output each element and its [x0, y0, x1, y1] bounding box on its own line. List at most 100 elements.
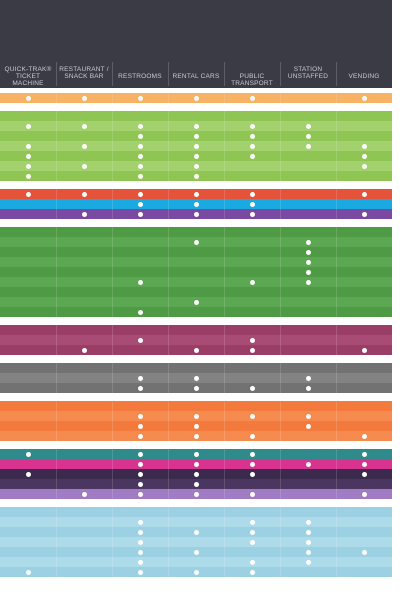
column-divider [224, 507, 225, 577]
amenity-dot [137, 569, 143, 575]
amenity-dot [193, 123, 199, 129]
amenity-dot [305, 461, 311, 467]
amenity-dot [249, 519, 255, 525]
amenity-dot [249, 133, 255, 139]
column-divider [280, 325, 281, 355]
amenity-dot [193, 375, 199, 381]
column-divider [224, 469, 225, 489]
column-divider [168, 93, 169, 103]
amenity-dot [193, 491, 199, 497]
column-divider [56, 469, 57, 489]
header-column-divider [224, 62, 225, 86]
row-stripe [0, 517, 392, 527]
amenity-dot [137, 153, 143, 159]
column-divider [56, 111, 57, 181]
amenity-dot [193, 239, 199, 245]
amenity-dot [361, 347, 367, 353]
amenity-dot [193, 569, 199, 575]
amenity-dot [305, 133, 311, 139]
amenity-dot [305, 279, 311, 285]
amenity-dot [25, 569, 31, 575]
column-divider [168, 507, 169, 577]
amenity-dot [25, 471, 31, 477]
amenity-dot [193, 413, 199, 419]
column-divider [168, 209, 169, 219]
amenity-dot [193, 481, 199, 487]
column-divider [112, 189, 113, 199]
amenity-dot [305, 239, 311, 245]
amenity-dot [137, 451, 143, 457]
amenity-dot [137, 279, 143, 285]
amenity-dot [193, 529, 199, 535]
amenity-dot [193, 451, 199, 457]
amenity-dot [81, 211, 87, 217]
column-divider [280, 227, 281, 317]
column-divider [112, 507, 113, 577]
row-stripe [0, 111, 392, 121]
column-header-restrooms: RESTROOMS [118, 73, 162, 80]
amenity-dot [137, 559, 143, 565]
row-stripe [0, 325, 392, 335]
amenity-dot [25, 163, 31, 169]
row-stripe [0, 257, 392, 267]
amenity-dot [137, 433, 143, 439]
column-divider [280, 469, 281, 489]
column-divider [168, 363, 169, 393]
column-divider [168, 111, 169, 181]
column-divider [56, 209, 57, 219]
amenity-dot [249, 95, 255, 101]
column-divider [336, 459, 337, 469]
amenity-dot [249, 491, 255, 497]
column-divider [112, 401, 113, 441]
row-stripe [0, 267, 392, 277]
amenity-dot [249, 433, 255, 439]
row-stripe [0, 287, 392, 297]
row-stripe [0, 335, 392, 345]
column-divider [168, 489, 169, 499]
amenity-dot [249, 461, 255, 467]
column-divider [112, 489, 113, 499]
column-divider [224, 459, 225, 469]
column-divider [280, 459, 281, 469]
amenity-dot [305, 423, 311, 429]
amenity-dot [305, 385, 311, 391]
amenity-dot [193, 95, 199, 101]
column-divider [336, 189, 337, 199]
column-header-public-transport: PUBLIC TRANSPORT [231, 73, 273, 87]
column-divider [112, 227, 113, 317]
column-divider [280, 199, 281, 209]
column-divider [112, 199, 113, 209]
amenity-dot [137, 491, 143, 497]
amenity-dot [137, 163, 143, 169]
column-divider [168, 449, 169, 459]
amenity-dot [137, 309, 143, 315]
amenity-dot [137, 173, 143, 179]
amenity-dot [137, 423, 143, 429]
amenity-dot [361, 471, 367, 477]
column-divider [112, 363, 113, 393]
column-divider [224, 489, 225, 499]
amenity-dot [137, 471, 143, 477]
header-column-divider [112, 62, 113, 86]
column-divider [280, 93, 281, 103]
column-divider [280, 507, 281, 577]
amenity-dot [137, 461, 143, 467]
amenity-dot [193, 549, 199, 555]
amenity-dot [81, 123, 87, 129]
amenity-dot [361, 461, 367, 467]
column-divider [280, 189, 281, 199]
column-header-bar: QUICK-TRAK® TICKET MACHINE RESTAURANT / … [0, 0, 392, 88]
amenity-dot [193, 433, 199, 439]
amenity-dot [305, 549, 311, 555]
amenity-dot [137, 337, 143, 343]
column-divider [168, 199, 169, 209]
column-divider [224, 401, 225, 441]
column-divider [56, 227, 57, 317]
column-divider [168, 469, 169, 489]
amenity-dot [305, 269, 311, 275]
row-stripe [0, 277, 392, 287]
column-divider [280, 111, 281, 181]
column-divider [336, 93, 337, 103]
